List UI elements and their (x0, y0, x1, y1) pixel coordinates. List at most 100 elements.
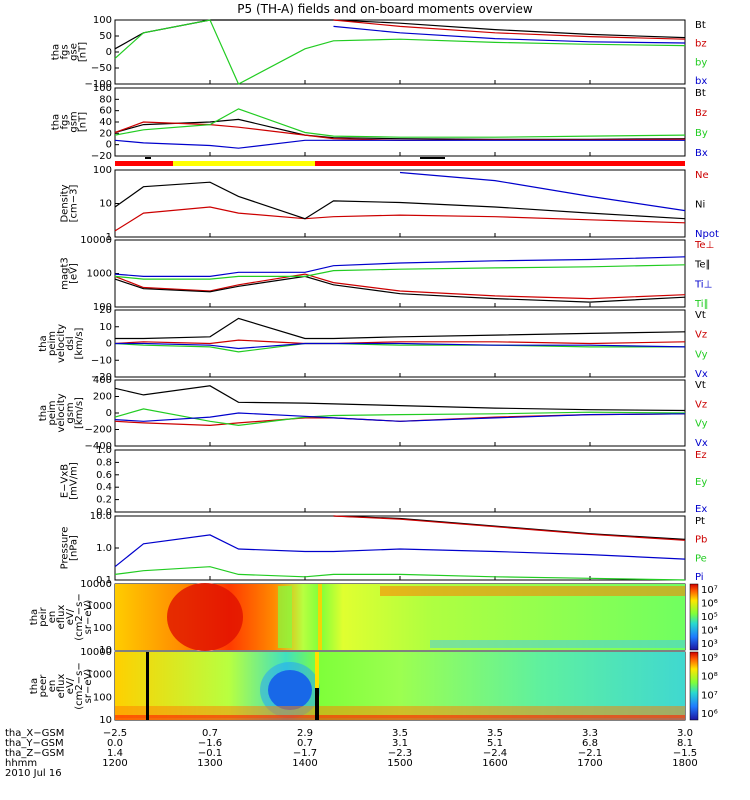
x-axis-row-value: 2.9 (297, 728, 313, 739)
y-tick-label: 50 (99, 31, 112, 42)
x-axis-row-value: 1300 (197, 758, 222, 769)
y-axis-label: E−VxB (60, 464, 71, 498)
series-line-Ti⊥ (114, 256, 686, 277)
legend-entry: Vz (695, 330, 707, 341)
legend-entry: Ne (695, 170, 709, 181)
colorbar-tick-label: 10⁶ (701, 599, 718, 610)
y-axis-label: [nT] (78, 112, 89, 132)
y-axis-label: [eV] (69, 263, 80, 284)
mode-status-bar (115, 157, 685, 166)
series-line-Pe (114, 566, 686, 581)
panel-efield: 1.00.8 0.60.4 0.20.0 E−VxB[mV/m] Ez Ey Ex (60, 445, 708, 518)
y-tick-label: 100 (93, 692, 112, 703)
y-tick-label: 0 (106, 47, 112, 58)
y-axis-label: [cm−3] (69, 185, 80, 223)
y-axis-label: (cm2−s− (74, 593, 85, 640)
x-axis-row-value: 3.1 (392, 738, 408, 749)
legend-entry: Te⊥ (694, 240, 714, 251)
colorbar-tick-label: 10⁷ (701, 690, 718, 701)
legend-entry: Pb (695, 535, 707, 546)
y-tick-label: 0 (106, 140, 112, 151)
y-axis-label: tha (51, 44, 62, 60)
legend-entry: Bt (695, 20, 706, 31)
panel-pressure: 10.0 1.0 0.1 Pressure[nPa] Pt Pb Pe Pi (60, 511, 708, 586)
y-axis-label: velocity (56, 324, 67, 363)
series-line-Vx (114, 412, 686, 422)
x-axis-row-value: 3.5 (392, 728, 408, 739)
x-axis-row-value: 8.1 (677, 738, 693, 749)
y-tick-label: −200 (85, 425, 112, 436)
x-axis-row-value: −2.1 (578, 748, 602, 759)
y-axis-label: en (47, 680, 58, 693)
y-axis-label: tha (38, 405, 49, 421)
y-tick-label: 0 (106, 339, 112, 350)
y-axis-label: gsm (65, 402, 76, 423)
y-tick-label: 0.1 (96, 575, 112, 586)
x-axis-row-value: 3.5 (487, 728, 503, 739)
legend-entry: Ez (695, 450, 707, 461)
legend-entry: Ti∥ (694, 299, 709, 310)
y-tick-label: 10000 (80, 647, 112, 658)
colorbar-tick-label: 10⁵ (701, 612, 718, 623)
y-tick-label: 0.4 (96, 482, 112, 493)
panel-frame (114, 379, 686, 447)
colorbar-tick-label: 10³ (701, 639, 718, 650)
colorbar-tick-label: 10⁶ (701, 709, 718, 720)
series-line-Pi (114, 534, 686, 568)
y-axis-label: [mV/m] (69, 462, 80, 500)
legend-entry: by (695, 57, 707, 68)
series-line-Ne (114, 206, 686, 232)
y-tick-label: 0 (106, 408, 112, 419)
series-line-By (114, 108, 686, 138)
y-axis-label: (cm2−s− (74, 662, 85, 709)
legend-entry: Ey (695, 477, 707, 488)
ion-spectrogram (115, 583, 685, 651)
series-line-Te⊥ (114, 273, 686, 300)
y-axis-label: fgs (60, 114, 71, 129)
y-axis-label: fgs (60, 44, 71, 59)
y-axis-label: tha (51, 114, 62, 130)
y-axis-label: Density (60, 184, 71, 222)
legend-entry: Vz (695, 399, 707, 410)
series-line-bz (333, 19, 686, 40)
y-tick-label: 10000 (80, 235, 112, 246)
legend-entry: bz (695, 39, 707, 50)
y-axis-label: peir (38, 606, 49, 626)
x-axis-row-value: −1.6 (198, 738, 222, 749)
x-axis-row-value: −2.3 (388, 748, 412, 759)
legend-entry: bx (695, 76, 707, 87)
y-tick-label: 0.8 (96, 457, 112, 468)
y-tick-label: 0.0 (96, 507, 112, 518)
y-tick-label: 1 (106, 232, 112, 243)
y-tick-label: 0.6 (96, 470, 112, 481)
panel-peim-velocity-dsl: 20100−10−20thapeimvelocitydsl[km/s]VtVzV… (38, 305, 708, 383)
y-axis-label: sr−eV) (83, 600, 94, 635)
y-axis-label: peim (47, 331, 58, 356)
y-tick-label: 100 (93, 623, 112, 634)
x-axis-row-label: tha_Z−GSM (5, 748, 64, 759)
y-tick-label: −400 (85, 441, 112, 452)
electron-spectrogram (115, 652, 685, 720)
y-tick-label: 20 (99, 305, 112, 316)
legend-entry: Pt (695, 516, 705, 527)
y-axis-label: eflux (56, 605, 67, 630)
y-axis-label: peer (38, 674, 49, 698)
date-label: 2010 Jul 16 (5, 768, 62, 779)
y-axis-label: en (47, 611, 58, 624)
y-tick-label: 20 (99, 128, 112, 139)
y-tick-label: 80 (99, 94, 112, 105)
x-axis-row-value: −0.1 (198, 748, 222, 759)
x-axis-row-value: 3.3 (582, 728, 598, 739)
y-axis-label: sr−eV) (83, 669, 94, 704)
y-axis-label: dsl (65, 336, 76, 350)
series-line-Npot (399, 171, 686, 212)
y-tick-label: 100 (93, 83, 112, 94)
y-tick-label: 10.0 (90, 511, 112, 522)
y-tick-label: 10 (99, 715, 112, 726)
y-tick-label: 60 (99, 106, 112, 117)
figure-title: P5 (TH-A) fields and on-board moments ov… (237, 2, 533, 16)
x-axis-row-value: 5.1 (487, 738, 503, 749)
